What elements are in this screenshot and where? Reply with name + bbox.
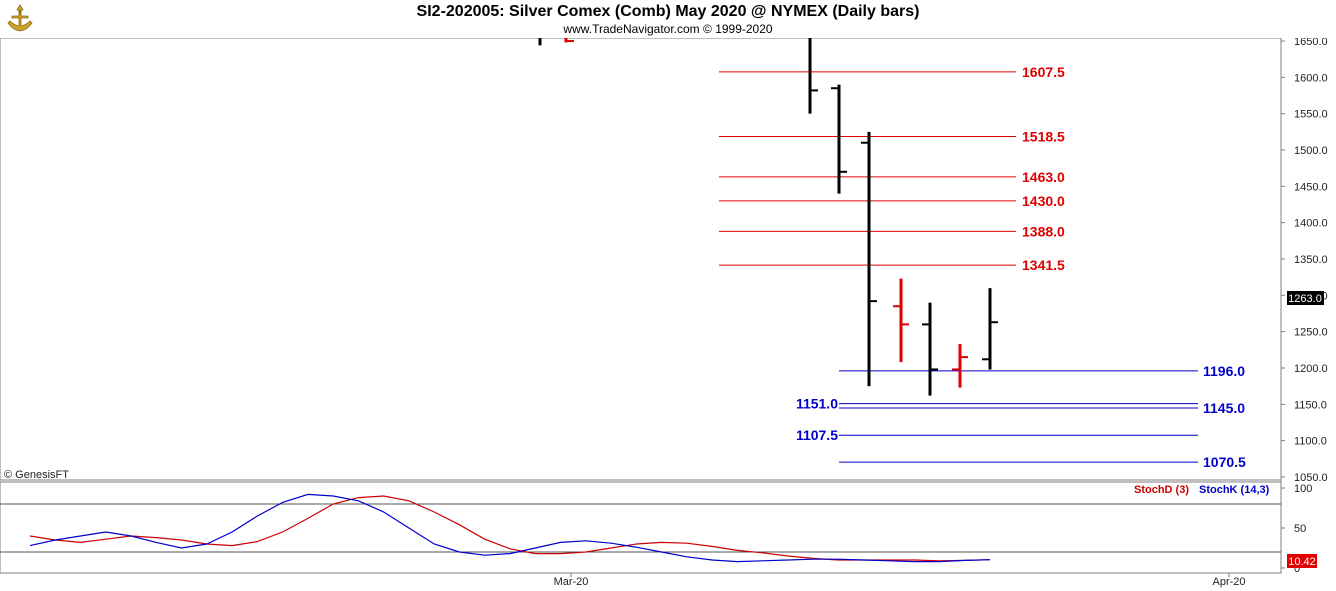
support-label: 1151.0: [796, 396, 838, 412]
support-label: 1070.5: [1203, 454, 1246, 470]
price-tick-label: 1100.0: [1294, 436, 1327, 448]
stoch-last-tag: 10.42: [1288, 556, 1316, 568]
price-tick-label: 1400.0: [1294, 218, 1328, 230]
price-tick-label: 1550.0: [1294, 109, 1328, 121]
chart-subtitle: www.TradeNavigator.com © 1999-2020: [563, 22, 773, 36]
price-tick-label: 1450.0: [1294, 181, 1328, 193]
price-tick-label: 1250.0: [1294, 327, 1328, 339]
price-tick-label: 1650.0: [1294, 36, 1328, 48]
stoch-d-legend: StochD (3): [1134, 484, 1189, 496]
price-y-axis: 1650.0 1600.0 1550.0 1500.0 1450.0 1400.0 1350…: [1281, 36, 1328, 484]
stoch-tick-label: 0: [1294, 563, 1300, 575]
support-label: 1145.0: [1203, 400, 1245, 416]
resistance-label: 1607.5: [1022, 64, 1065, 80]
copyright-label: © GenesisFT: [4, 469, 69, 481]
stoch-series-line: [29, 493, 991, 563]
stoch-panel-frame: [0, 481, 1282, 574]
levels-layer: 1607.5 1518.5 1463.0 1430.0 1388.0 1341.5 1196…: [719, 64, 1246, 470]
x-tick-label-mar: Mar-20: [554, 576, 589, 588]
stoch-last-tag-bg: [1287, 554, 1317, 568]
last-price-tag: 1263.0: [1288, 293, 1322, 305]
stoch-k-legend: StochK (14,3): [1199, 484, 1270, 496]
price-panel-frame: [0, 37, 1282, 481]
price-tick-label: 1050.0: [1294, 472, 1328, 484]
support-label: 1107.5: [796, 427, 838, 443]
stochastic-panel: 100 50 0: [0, 483, 1312, 575]
price-tick-label: 1350.0: [1294, 254, 1328, 266]
stoch-tick-label: 100: [1294, 483, 1312, 495]
price-tick-label: 1600.0: [1294, 72, 1328, 84]
resistance-label: 1430.0: [1022, 193, 1065, 209]
resistance-label: 1518.5: [1022, 129, 1065, 145]
x-tick-label-apr: Apr-20: [1212, 576, 1245, 588]
ohlc-bars: [538, 38, 998, 396]
stoch-tick-label: 50: [1294, 523, 1306, 535]
resistance-label: 1341.5: [1022, 257, 1065, 273]
last-price-tag-bg: [1287, 291, 1324, 305]
title-bar: SI2-202005: Silver Comex (Comb) May 2020…: [0, 0, 1336, 38]
price-tick-label: 1150.0: [1294, 399, 1327, 411]
trade-navigator-logo-icon: [7, 4, 33, 32]
price-tick-label: 1500.0: [1294, 145, 1328, 157]
resistance-label: 1388.0: [1022, 223, 1065, 239]
price-tick-label: 1200.0: [1294, 363, 1328, 375]
resistance-label: 1463.0: [1022, 169, 1065, 185]
support-label: 1196.0: [1203, 363, 1245, 379]
chart-title: SI2-202005: Silver Comex (Comb) May 2020…: [416, 3, 920, 20]
